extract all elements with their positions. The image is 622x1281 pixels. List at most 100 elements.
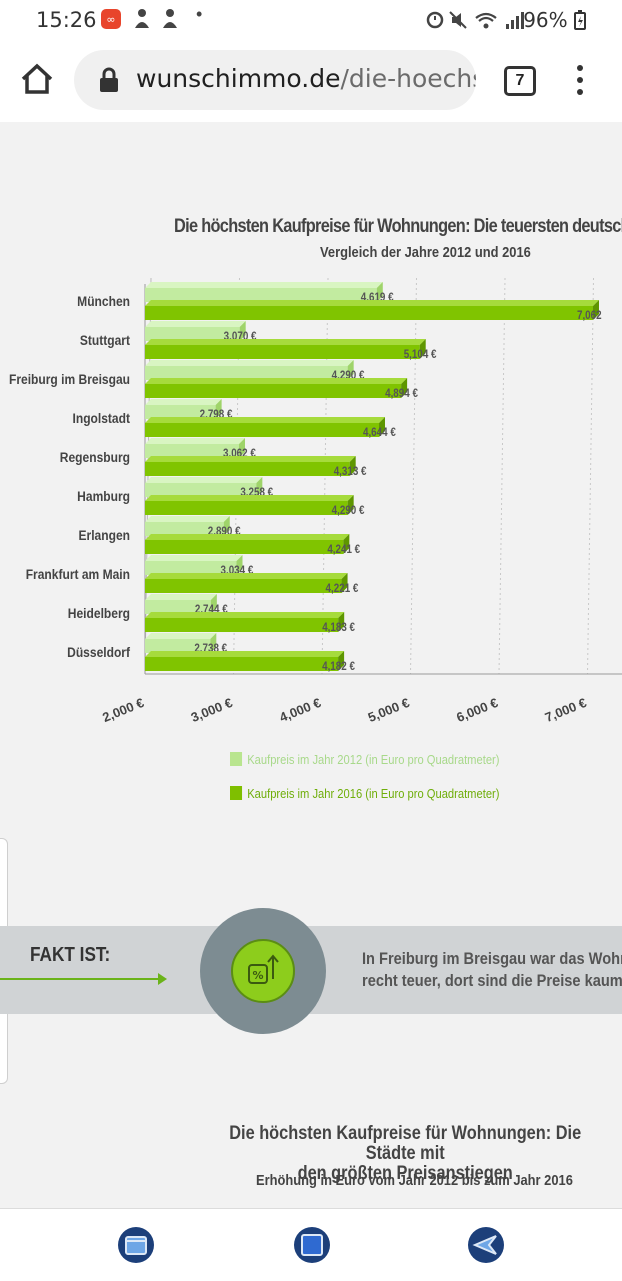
tab-switcher-button[interactable]: 7	[504, 66, 536, 96]
home-button[interactable]	[292, 1225, 332, 1265]
bar	[145, 639, 211, 653]
bar	[145, 345, 420, 359]
bar-top	[145, 534, 350, 540]
url-text: wunschimmo.de/die-hoechs	[136, 64, 476, 93]
data-label: 7,062	[577, 309, 602, 322]
x-tick-label: 3,000 €	[189, 695, 235, 725]
bar-side	[592, 300, 599, 320]
percent-increase-icon: %	[231, 939, 295, 1003]
x-tick-label: 4,000 €	[277, 695, 323, 725]
svg-text:∞: ∞	[106, 13, 115, 26]
legend-label-2016: Kaufpreis im Jahr 2016 (in Euro pro Quad…	[247, 786, 500, 801]
data-label: 4,894 €	[385, 387, 418, 400]
bar-side	[349, 456, 356, 476]
bar	[145, 561, 237, 575]
data-label: 4,241 €	[327, 543, 360, 556]
bar-top	[145, 495, 354, 501]
bar-side	[341, 573, 348, 593]
bar-side	[210, 633, 217, 653]
bar-side	[376, 282, 383, 302]
x-tick-label: 6,000 €	[454, 695, 500, 725]
bar-top	[145, 612, 345, 618]
bar-top	[145, 477, 263, 483]
category-label: Erlangen	[79, 527, 131, 543]
bar-top	[145, 360, 354, 366]
bar-side	[239, 321, 246, 341]
bar-top	[145, 651, 345, 657]
data-label: 4,290 €	[332, 504, 365, 517]
battery-percent: 96%	[523, 8, 568, 32]
bar-side	[343, 534, 350, 554]
lock-icon	[100, 67, 118, 92]
category-label: Hamburg	[77, 488, 130, 504]
fakt-text: In Freiburg im Breisgau war das Wohne re…	[362, 948, 622, 992]
battery-icon	[574, 10, 586, 30]
bar-top	[145, 516, 230, 522]
bar	[145, 483, 257, 497]
url-domain: wunschimmo.de	[136, 64, 341, 93]
bar	[145, 366, 348, 380]
legend-swatch-2012	[230, 752, 243, 766]
fakt-text-line-1: In Freiburg im Breisgau war das Wohne	[362, 949, 622, 968]
url-bar[interactable]: wunschimmo.de/die-hoechs	[74, 50, 476, 110]
bar-side	[347, 495, 354, 515]
bar	[145, 657, 339, 671]
gridline	[587, 277, 594, 675]
bar-top	[145, 594, 217, 600]
bar-side	[223, 516, 230, 536]
bar-top	[145, 456, 356, 462]
data-label: 4,183 €	[322, 621, 355, 634]
legend-swatch-2016	[230, 786, 243, 800]
chart-title: Die höchsten Kaufpreise für Wohnungen: D…	[174, 216, 622, 237]
person-icon	[132, 8, 152, 35]
bottom-navigation	[0, 1208, 622, 1281]
bar	[145, 618, 339, 632]
bar	[145, 579, 342, 593]
bar-side	[256, 477, 263, 497]
arrow-right-icon	[158, 973, 167, 985]
bar	[145, 501, 348, 515]
recent-apps-button[interactable]	[116, 1225, 156, 1265]
fakt-label: FAKT IST:	[30, 944, 111, 966]
fakt-text-line-2: recht teuer, dort sind die Preise kaum	[362, 971, 622, 990]
overflow-menu-icon[interactable]	[570, 62, 590, 98]
bar	[145, 522, 224, 536]
category-label: Freiburg im Breisgau	[9, 371, 130, 387]
bar	[145, 327, 240, 341]
home-icon[interactable]	[18, 60, 56, 98]
chart2-title-line-2: den größten Preisanstiegen	[297, 1163, 513, 1184]
bar	[145, 600, 211, 614]
bar-top	[145, 282, 383, 288]
bar-top	[145, 339, 426, 345]
svg-text:%: %	[252, 969, 263, 982]
fakt-icon-circle: %	[200, 908, 326, 1034]
dot-icon: •	[196, 4, 203, 24]
bar-top	[145, 378, 408, 384]
x-tick-label: 7,000 €	[543, 695, 589, 725]
bar-top	[145, 573, 348, 579]
fakt-arrow-line	[0, 978, 160, 980]
url-path: /die-hoechs	[340, 64, 476, 93]
bar	[145, 384, 402, 398]
bar-side	[236, 555, 243, 575]
data-label: 4,221 €	[326, 582, 359, 595]
bar-side	[401, 378, 408, 398]
category-label: München	[77, 293, 130, 309]
category-label: Düsseldorf	[67, 644, 130, 660]
bar-top	[145, 399, 222, 405]
x-tick-label: 5,000 €	[366, 695, 412, 725]
gridline	[410, 277, 417, 675]
browser-toolbar: wunschimmo.de/die-hoechs 7	[0, 40, 622, 123]
gridline	[498, 277, 506, 675]
bar	[145, 540, 344, 554]
back-button[interactable]	[466, 1225, 506, 1265]
bar-top	[145, 300, 599, 306]
bar	[145, 288, 377, 302]
x-tick-label: 2,000 €	[100, 695, 146, 725]
data-label: 4,313 €	[334, 465, 367, 478]
data-label: 4,644 €	[363, 426, 396, 439]
bar-side	[238, 438, 245, 458]
bar-side	[419, 339, 426, 359]
bar-top	[145, 633, 217, 639]
chart-subtitle: Vergleich der Jahre 2012 und 2016	[320, 244, 531, 261]
